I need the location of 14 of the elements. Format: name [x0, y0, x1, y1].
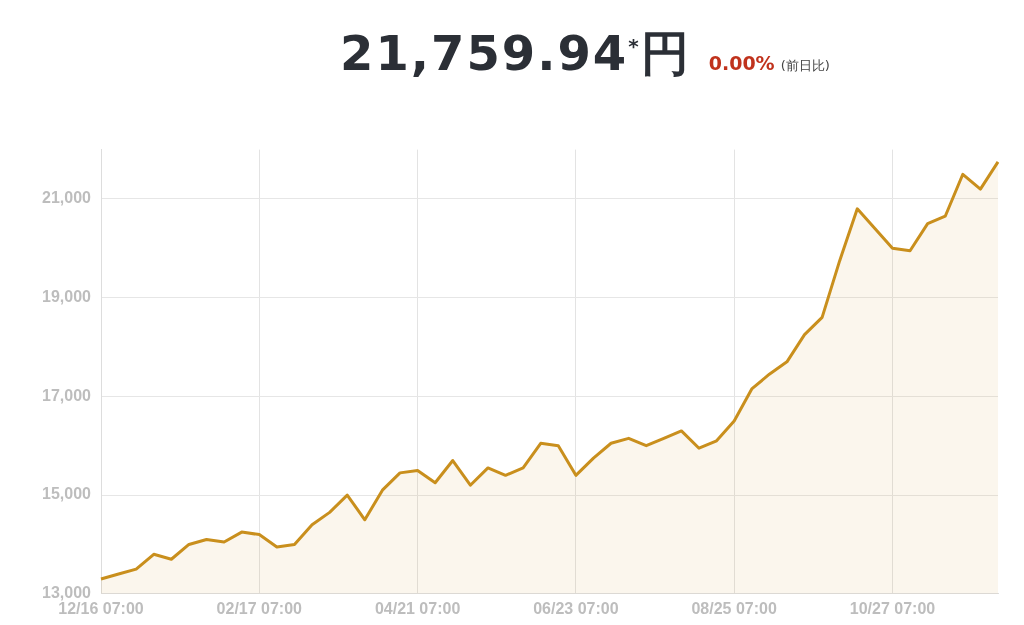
chart-subtitle: 0.00% [708, 52, 775, 74]
chart-title: 21,759.94$^{*}$円 [340, 24, 691, 83]
y-tick-label: 15,000 [42, 485, 92, 503]
y-tick-label: 17,000 [42, 386, 92, 404]
x-tick-label: 10/27 07:00 [849, 599, 936, 617]
x-tick-label: 04/21 07:00 [374, 599, 461, 617]
x-tick-label: 08/25 07:00 [691, 599, 777, 617]
x-tick-label: 06/23 07:00 [533, 599, 619, 617]
y-tick-label: 21,000 [42, 189, 92, 207]
text: (前日比) [780, 57, 830, 75]
x-tick-label: 02/17 07:00 [216, 599, 303, 617]
y-tick-label: 13,000 [42, 584, 92, 602]
x-tick-label: 12/16 07:00 [58, 599, 144, 617]
y-tick-label: 19,000 [42, 288, 92, 306]
